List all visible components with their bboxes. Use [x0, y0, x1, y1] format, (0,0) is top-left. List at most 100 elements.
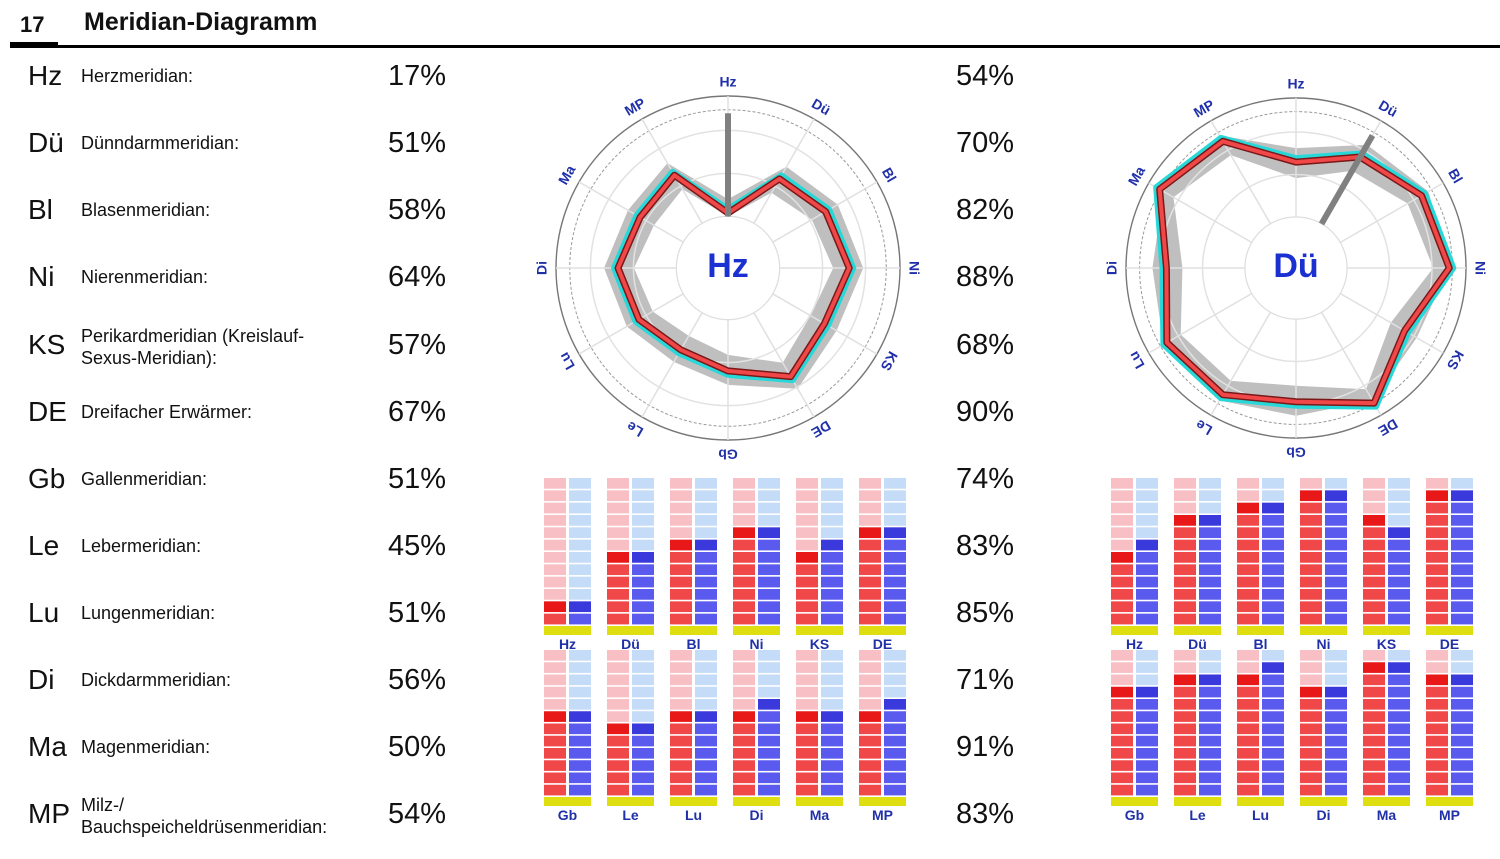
- meridian-name: Dünndarmmeridian:: [81, 133, 240, 153]
- bar-segment: [1111, 576, 1133, 588]
- bar-segment: [1388, 723, 1410, 735]
- radar-axis-label: Di: [534, 261, 550, 275]
- bar-segment: [1451, 735, 1473, 747]
- bar-segment: [1262, 564, 1284, 576]
- meridian-row: DE Dreifacher Erwärmer: 67%: [0, 396, 460, 456]
- meridian-value-1: 54%: [388, 798, 447, 830]
- bar-segment: [1199, 515, 1221, 526]
- bar-segment: [1388, 589, 1410, 600]
- bar-segment: [670, 735, 692, 747]
- bar-segment: [1136, 699, 1158, 710]
- bar-segment: [1111, 515, 1133, 526]
- bar-category-label: KS: [1377, 636, 1396, 652]
- bar-segment: [821, 539, 843, 551]
- bar-segment: [607, 686, 629, 698]
- bar-segment: [670, 784, 692, 796]
- bar-category-label: Le: [1189, 807, 1206, 823]
- meridian-abbr: Dü: [28, 127, 64, 158]
- bar-segment: [821, 613, 843, 625]
- radar-axis-label: Le: [624, 418, 646, 440]
- bar-segment: [884, 760, 906, 771]
- bar-segment: [1426, 686, 1448, 698]
- bar-segment: [1111, 784, 1133, 796]
- bar-segment: [821, 552, 843, 563]
- bar-segment: [1325, 772, 1347, 784]
- bar-segment: [796, 735, 818, 747]
- radar-axis-label: Dü: [1376, 97, 1400, 120]
- bar-segment: [733, 564, 755, 576]
- bar-segment: [1237, 748, 1259, 759]
- bar-segment: [1199, 490, 1221, 502]
- bar-segment: [1199, 784, 1221, 796]
- bar-segment: [1325, 515, 1347, 526]
- bar-segment: [569, 772, 591, 784]
- bar-segment: [607, 601, 629, 613]
- bar-segment: [1136, 613, 1158, 625]
- bar-segment: [859, 662, 881, 673]
- bar-segment: [1136, 784, 1158, 796]
- bar-segment: [1388, 564, 1410, 576]
- bar-chart: Hz Dü Bl Ni KS DE: [544, 478, 906, 652]
- bar-segment: [670, 564, 692, 576]
- bar-segment: [758, 515, 780, 526]
- bar-segment: [1451, 613, 1473, 625]
- bar-segment: [695, 601, 717, 613]
- bar-segment: [544, 772, 566, 784]
- bar-segment: [859, 539, 881, 551]
- meridian-abbr: Le: [28, 530, 60, 561]
- bar-baseline: [1363, 626, 1410, 635]
- bar-segment: [1111, 502, 1133, 514]
- bar-segment: [1174, 784, 1196, 796]
- radar-axis-label: DE: [1376, 416, 1401, 440]
- bar-segment: [1363, 650, 1385, 661]
- bar-segment: [607, 527, 629, 539]
- meridian-name: Lebermeridian:: [81, 536, 202, 556]
- radar-norm-band: [604, 163, 864, 389]
- meridian-abbr: Ni: [28, 261, 55, 292]
- bar-segment: [695, 772, 717, 784]
- meridian-value-2: 88%: [956, 261, 1015, 293]
- bar-segment: [859, 490, 881, 502]
- bar-segment: [1262, 589, 1284, 600]
- bar-segment: [821, 576, 843, 588]
- bar-segment: [796, 589, 818, 600]
- bar-segment: [859, 650, 881, 661]
- bar-segment: [1363, 784, 1385, 796]
- bar-segment: [1451, 490, 1473, 502]
- bar-segment: [733, 589, 755, 600]
- bar-category-label: KS: [810, 636, 829, 652]
- radar-spoke: [1320, 311, 1382, 416]
- bar-segment: [1388, 576, 1410, 588]
- meridian-row: MP Milz-/Bauchspeicheldrüsenmeridian: 54%: [0, 795, 460, 858]
- bar-segment: [733, 601, 755, 613]
- bar-baseline: [859, 626, 906, 635]
- bar-segment: [1237, 735, 1259, 747]
- bar-segment: [884, 589, 906, 600]
- bar-segment: [796, 576, 818, 588]
- bar-segment: [569, 686, 591, 698]
- bar-segment: [632, 686, 654, 698]
- bar-segment: [1451, 772, 1473, 784]
- bar-segment: [1262, 711, 1284, 722]
- bar-segment: [1451, 686, 1473, 698]
- bar-segment: [1300, 564, 1322, 576]
- bar-segment: [1111, 478, 1133, 489]
- bar-segment: [859, 502, 881, 514]
- bar-segment: [1388, 515, 1410, 526]
- bar-baseline: [1237, 797, 1284, 806]
- bar-segment: [1451, 748, 1473, 759]
- bar-segment: [758, 760, 780, 771]
- bar-segment: [1262, 784, 1284, 796]
- meridian-value-1: 17%: [388, 60, 447, 92]
- bar-segment: [695, 748, 717, 759]
- meridian-abbr: Bl: [28, 194, 53, 225]
- bar-segment: [1388, 686, 1410, 698]
- bar-segment: [569, 674, 591, 686]
- bar-segment: [733, 502, 755, 514]
- bar-segment: [1174, 686, 1196, 698]
- bar-segment: [1237, 502, 1259, 514]
- bar-segment: [569, 539, 591, 551]
- meridian-value-1: 51%: [388, 597, 447, 629]
- bar-segment: [695, 784, 717, 796]
- bar-segment: [1262, 527, 1284, 539]
